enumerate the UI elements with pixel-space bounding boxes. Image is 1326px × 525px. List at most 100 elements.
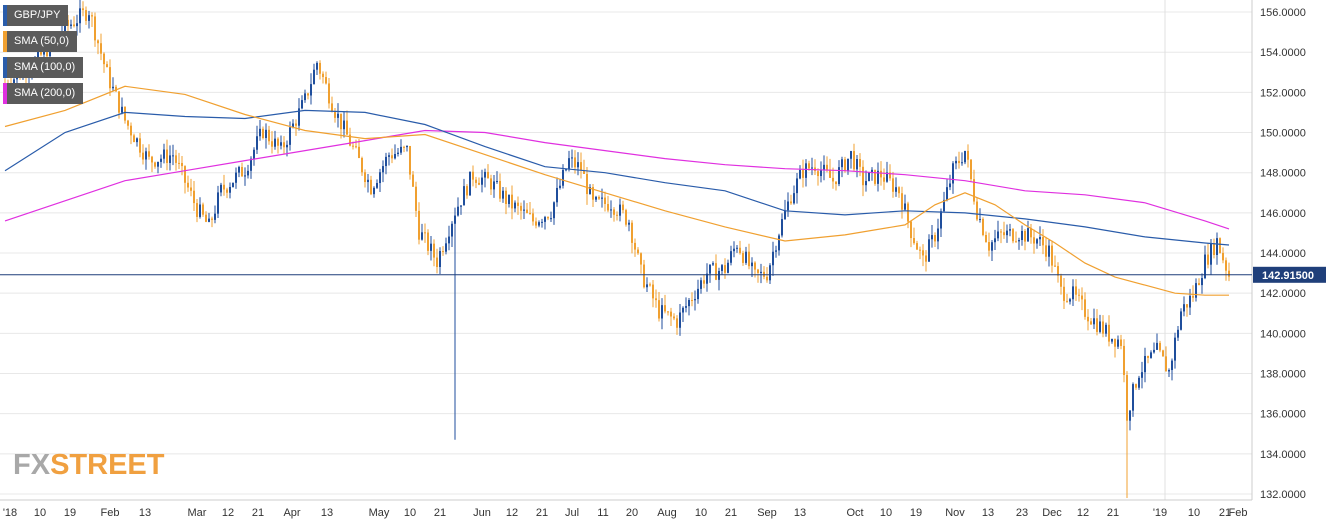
candle-body xyxy=(940,211,942,229)
candle-body xyxy=(91,15,93,17)
candle-body xyxy=(1084,299,1086,317)
candle-body xyxy=(1090,321,1092,325)
candle-body xyxy=(961,162,963,164)
candle-body xyxy=(778,235,780,251)
candle-body xyxy=(919,249,921,251)
candle-body xyxy=(394,153,396,159)
candle-body xyxy=(373,187,375,195)
legend-item-sma50[interactable]: SMA (50,0) xyxy=(3,31,78,52)
candle-body xyxy=(826,164,828,170)
candle-body xyxy=(520,205,522,211)
candle-body xyxy=(289,127,291,145)
candle-body xyxy=(784,210,786,220)
x-tick-label: 19 xyxy=(910,507,922,519)
candle-body xyxy=(793,193,795,204)
candle-body xyxy=(1054,265,1056,267)
candle-body xyxy=(490,178,492,190)
candle-body xyxy=(559,185,561,188)
y-tick-label: 134.0000 xyxy=(1260,449,1306,461)
candle-body xyxy=(625,210,627,225)
candle-body xyxy=(541,221,543,223)
candle-body xyxy=(1042,236,1044,246)
y-tick-label: 154.0000 xyxy=(1260,47,1306,59)
candle-body xyxy=(1021,230,1023,241)
candle-body xyxy=(835,181,837,185)
candle-body xyxy=(931,235,933,240)
candle-body xyxy=(220,184,222,193)
candle-body xyxy=(493,181,495,190)
candle-body xyxy=(616,214,618,216)
candle-body xyxy=(316,62,318,70)
candle-body xyxy=(853,151,855,170)
candle-body xyxy=(550,218,552,220)
x-tick-label: 21 xyxy=(536,507,548,519)
candle-body xyxy=(898,187,900,194)
candle-body xyxy=(1105,324,1107,334)
candle-body xyxy=(952,163,954,184)
candle-body xyxy=(439,251,441,268)
candle-body xyxy=(925,255,927,262)
candle-body xyxy=(1156,342,1158,350)
candle-body xyxy=(799,169,801,179)
candle-body xyxy=(358,146,360,159)
candle-body xyxy=(1093,318,1095,325)
candle-body xyxy=(895,187,897,192)
candle-body xyxy=(85,10,87,21)
candle-body xyxy=(1027,228,1029,242)
candle-body xyxy=(700,280,702,289)
x-tick-label: 12 xyxy=(506,507,518,519)
candle-body xyxy=(586,173,588,195)
candle-body xyxy=(988,242,990,251)
x-tick-label: 19 xyxy=(64,507,76,519)
candle-body xyxy=(418,210,420,240)
candle-body xyxy=(553,202,555,219)
legend-item-gbpjpy[interactable]: GBP/JPY xyxy=(3,5,69,26)
candle-body xyxy=(643,264,645,288)
candle-body xyxy=(1048,245,1050,257)
candle-body xyxy=(148,151,150,157)
candle-body xyxy=(1189,295,1191,308)
candle-body xyxy=(178,162,180,164)
candle-body xyxy=(1003,232,1005,236)
candle-body xyxy=(796,178,798,194)
candle-body xyxy=(622,204,624,211)
candle-body xyxy=(469,171,471,196)
candle-body xyxy=(169,155,171,163)
candle-body xyxy=(526,209,528,213)
legend-item-sma200[interactable]: SMA (200,0) xyxy=(3,83,84,104)
candle-body xyxy=(973,179,975,202)
candle-body xyxy=(1195,283,1197,298)
candle-body xyxy=(766,276,768,281)
candle-body xyxy=(280,142,282,146)
candle-body xyxy=(100,43,102,54)
candle-body xyxy=(652,284,654,299)
candle-body xyxy=(862,166,864,186)
candle-body xyxy=(709,264,711,274)
candle-body xyxy=(1036,239,1038,244)
candlestick-series xyxy=(4,0,1230,498)
candle-body xyxy=(310,84,312,96)
candle-body xyxy=(1165,356,1167,372)
candle-body xyxy=(466,186,468,196)
candle-body xyxy=(967,150,969,160)
candle-body xyxy=(640,253,642,265)
x-tick-label: Aug xyxy=(657,507,677,519)
candle-body xyxy=(955,160,957,164)
candle-body xyxy=(1087,316,1089,322)
candle-body xyxy=(712,263,714,265)
candle-body xyxy=(610,209,612,211)
candle-body xyxy=(946,187,948,200)
x-tick-label: 12 xyxy=(222,507,234,519)
candle-body xyxy=(904,203,906,210)
candle-body xyxy=(685,306,687,308)
candle-body xyxy=(115,86,117,92)
candle-body xyxy=(892,178,894,192)
x-tick-label: 13 xyxy=(139,507,151,519)
candle-body xyxy=(235,172,237,183)
candle-body xyxy=(1210,243,1212,265)
candle-body xyxy=(1129,410,1131,421)
candle-body xyxy=(856,159,858,170)
legend-item-sma100[interactable]: SMA (100,0) xyxy=(3,57,84,78)
candle-body xyxy=(817,171,819,177)
